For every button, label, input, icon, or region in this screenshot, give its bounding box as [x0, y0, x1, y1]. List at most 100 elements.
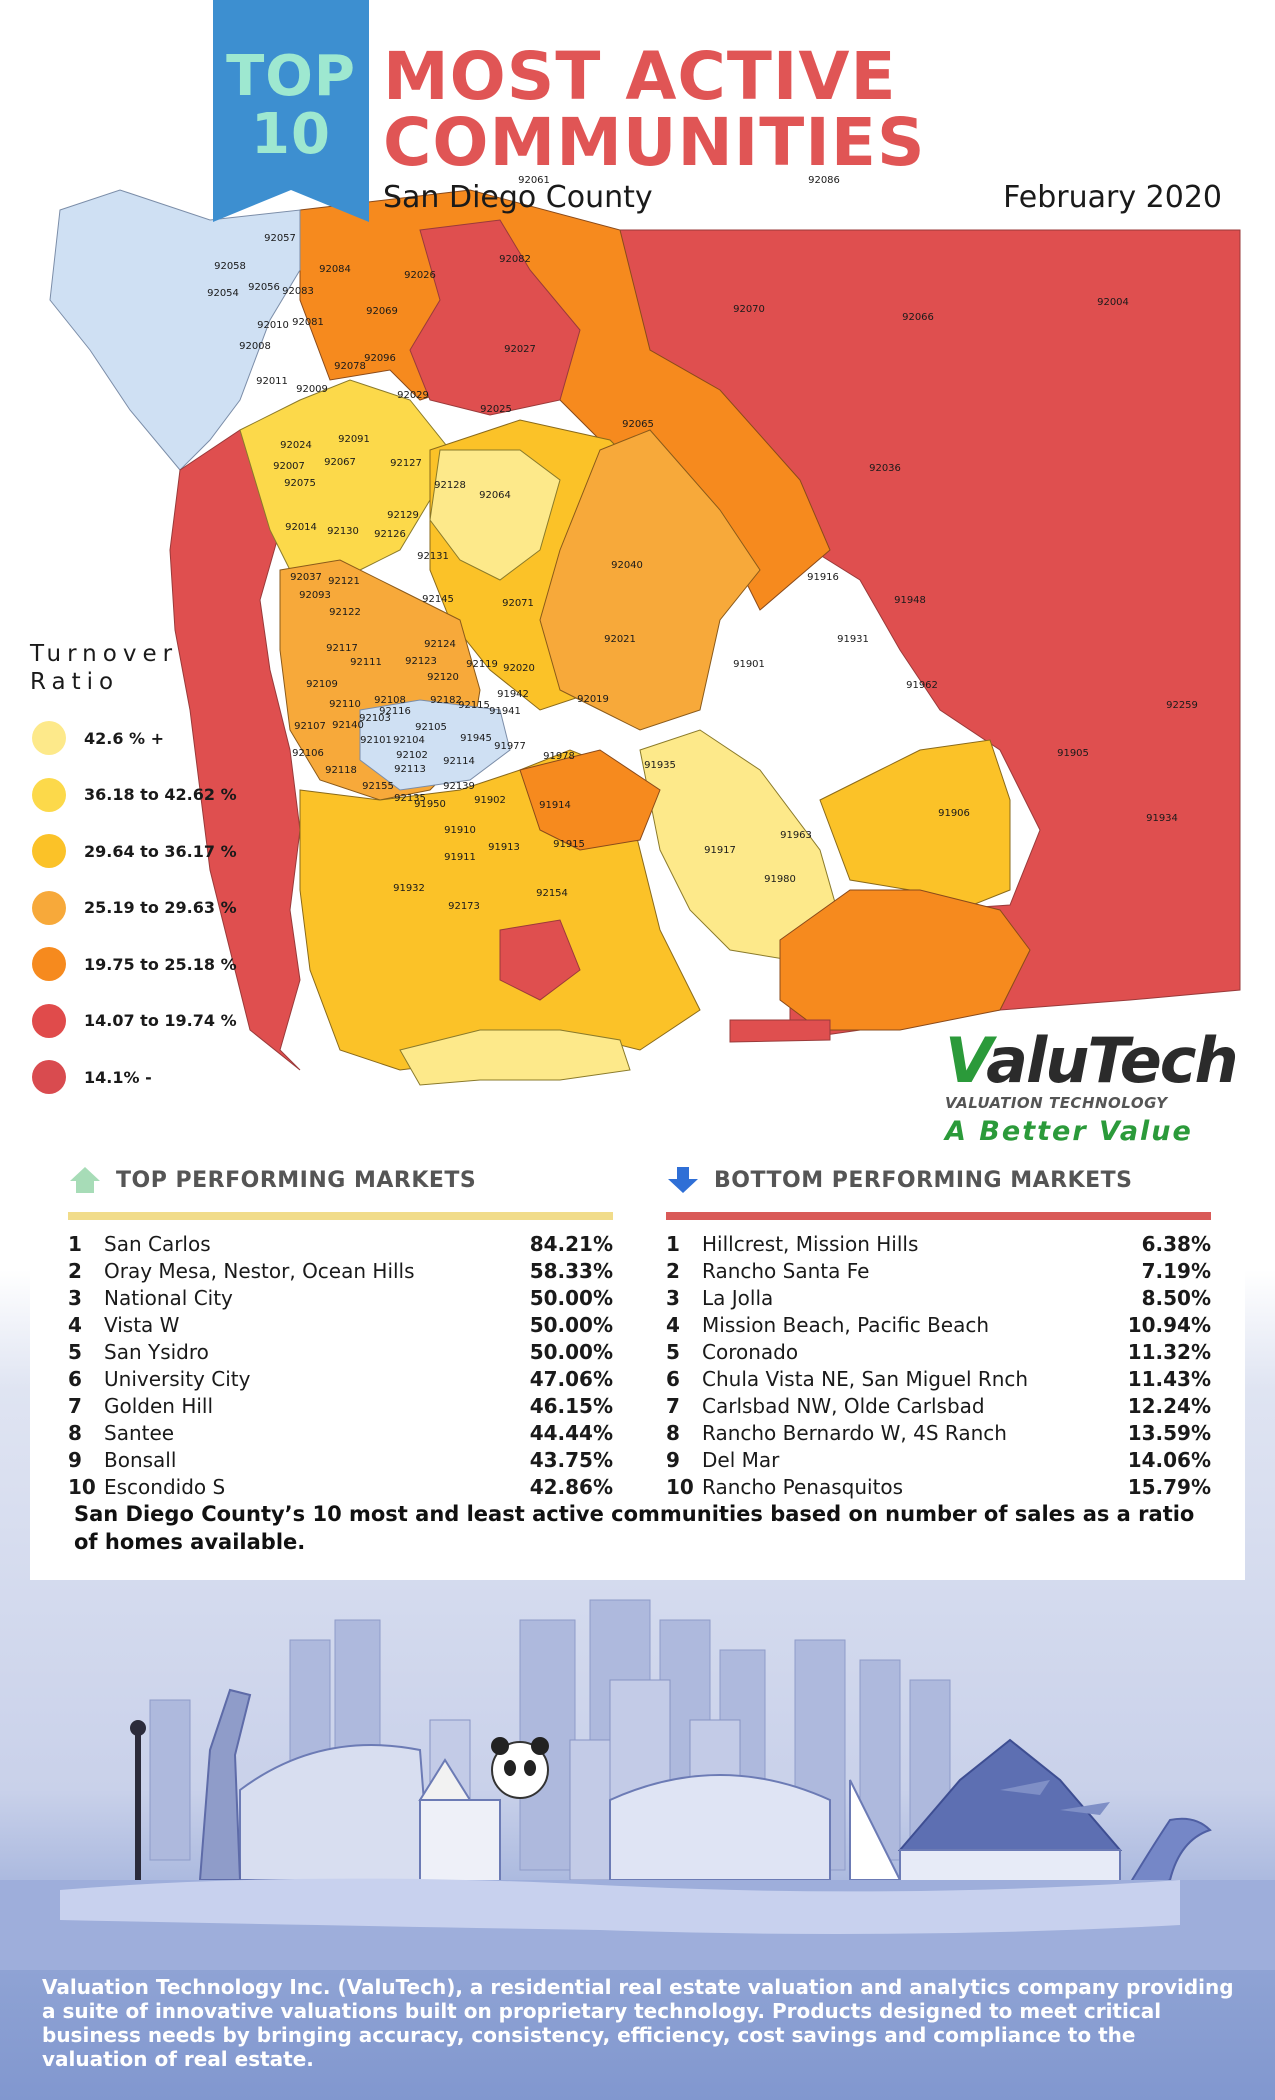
market-row: 7 Carlsbad NW, Olde Carlsbad 12.24% — [666, 1392, 1211, 1419]
zip-label: 92014 — [285, 522, 317, 533]
zip-label: 92066 — [902, 312, 934, 323]
zip-label: 91962 — [906, 680, 938, 691]
zip-label: 92139 — [443, 781, 475, 792]
zip-label: 92069 — [366, 306, 398, 317]
zip-label: 91902 — [474, 795, 506, 806]
zip-code-labels: 9267292055920289205992060920869206192082… — [207, 175, 1198, 912]
market-value: 11.43% — [1127, 1366, 1211, 1391]
zip-label: 91941 — [489, 706, 521, 717]
market-rank: 4 — [68, 1312, 82, 1337]
zip-label: 91910 — [444, 825, 476, 836]
legend-item: 29.64 to 36.17 % — [32, 833, 237, 869]
zip-label: 91963 — [780, 830, 812, 841]
market-rank: 8 — [666, 1420, 680, 1445]
legend-item: 42.6 % + — [32, 720, 164, 756]
legend-label: 14.1% - — [84, 1067, 152, 1087]
zip-label: 92135 — [394, 793, 426, 804]
market-name: National City — [104, 1285, 233, 1310]
zip-label: 91980 — [764, 874, 796, 885]
zip-label: 92121 — [328, 576, 360, 587]
zip-label: 91932 — [393, 883, 425, 894]
zip-label: 92021 — [604, 634, 636, 645]
zip-label: 92111 — [350, 657, 382, 668]
market-name: Vista W — [104, 1312, 180, 1337]
top-markets-rule — [68, 1212, 613, 1220]
market-name: Chula Vista NE, San Miguel Rnch — [702, 1366, 1029, 1391]
market-row: 6 Chula Vista NE, San Miguel Rnch 11.43% — [666, 1365, 1211, 1392]
zip-label: 92107 — [294, 721, 326, 732]
legend-swatch — [32, 1060, 66, 1094]
market-rank: 7 — [666, 1393, 680, 1418]
market-row: 1 Hillcrest, Mission Hills 6.38% — [666, 1230, 1211, 1257]
market-value: 8.50% — [1141, 1285, 1211, 1310]
market-value: 50.00% — [529, 1312, 613, 1337]
market-row: 5 San Ysidro 50.00% — [68, 1338, 613, 1365]
market-row: 2 Rancho Santa Fe 7.19% — [666, 1257, 1211, 1284]
map-region-south-orange — [519, 749, 661, 851]
zip-label: 92129 — [387, 510, 419, 521]
legend-swatch — [32, 1003, 66, 1038]
zip-label: 92114 — [443, 756, 475, 767]
zip-label: 92009 — [296, 384, 328, 395]
market-name: Mission Beach, Pacific Beach — [702, 1312, 990, 1337]
legend-label: 42.6 % + — [84, 728, 165, 748]
market-rank: 8 — [68, 1420, 82, 1445]
market-name: Del Mar — [702, 1447, 780, 1472]
zip-label: 92070 — [733, 304, 765, 315]
zip-label: 92093 — [299, 590, 331, 601]
market-rank: 1 — [666, 1231, 680, 1256]
legend-label: 19.75 to 25.18 % — [84, 954, 237, 974]
market-value: 14.06% — [1127, 1447, 1211, 1472]
zip-label: 92036 — [869, 463, 901, 474]
market-name: Bonsall — [104, 1447, 177, 1472]
zip-label: 92113 — [394, 764, 426, 775]
market-name: Golden Hill — [104, 1393, 214, 1418]
zip-label: 92061 — [518, 175, 550, 186]
map-region-pendleton — [49, 189, 301, 471]
map-region-north-red — [409, 219, 581, 416]
market-value: 7.19% — [1141, 1258, 1211, 1283]
zip-label: 92083 — [282, 286, 314, 297]
market-value: 6.38% — [1141, 1231, 1211, 1256]
market-row: 10 Escondido S 42.86% — [68, 1473, 613, 1500]
market-name: Rancho Bernardo W, 4S Ranch — [702, 1420, 1007, 1445]
zip-label: 92259 — [1166, 700, 1198, 711]
zip-label: 91935 — [644, 760, 676, 771]
zip-label: 92054 — [207, 288, 239, 299]
valutech-logo: ValuTech VALUATION TECHNOLOGY A Better V… — [945, 1030, 1239, 1148]
page-title: MOST ACTIVE COMMUNITIES — [383, 44, 925, 176]
zip-label: 92084 — [319, 264, 351, 275]
market-rank: 1 — [68, 1231, 82, 1256]
map-region-miramar — [359, 699, 511, 791]
zip-label: 92103 — [359, 713, 391, 724]
legend-item: 25.19 to 29.63 % — [32, 890, 237, 926]
market-value: 42.86% — [529, 1474, 613, 1499]
zip-label: 92102 — [396, 750, 428, 761]
zip-label: 92081 — [292, 317, 324, 328]
map-region-alpine — [819, 739, 1011, 911]
zip-label: 92126 — [374, 529, 406, 540]
market-rank: 3 — [68, 1285, 82, 1310]
zip-label: 91942 — [497, 689, 529, 700]
badge-line-2: 10 — [251, 102, 331, 167]
zip-label: 92025 — [480, 404, 512, 415]
zip-label: 91905 — [1057, 748, 1089, 759]
market-name: Santee — [104, 1420, 175, 1445]
market-rank: 5 — [666, 1339, 680, 1364]
zip-label: 92123 — [405, 656, 437, 667]
map-region-ramona — [539, 429, 761, 731]
zip-label: 92037 — [290, 572, 322, 583]
market-row: 10 Rancho Penasquitos 15.79% — [666, 1473, 1211, 1500]
zip-label: 92082 — [499, 254, 531, 265]
title-line-1: MOST ACTIVE — [383, 38, 897, 115]
top-markets-title: TOP PERFORMING MARKETS — [116, 1167, 477, 1193]
market-rank: 2 — [666, 1258, 680, 1283]
top-markets-header: TOP PERFORMING MARKETS — [68, 1160, 613, 1200]
map-region-border-yellow — [399, 1029, 631, 1086]
market-row: 9 Del Mar 14.06% — [666, 1446, 1211, 1473]
zip-label: 92155 — [362, 781, 394, 792]
market-rank: 10 — [666, 1474, 694, 1499]
top-markets: TOP PERFORMING MARKETS 1 San Carlos 84.21%… — [68, 1160, 613, 1500]
zip-label: 92029 — [397, 390, 429, 401]
zip-label: 92075 — [284, 478, 316, 489]
